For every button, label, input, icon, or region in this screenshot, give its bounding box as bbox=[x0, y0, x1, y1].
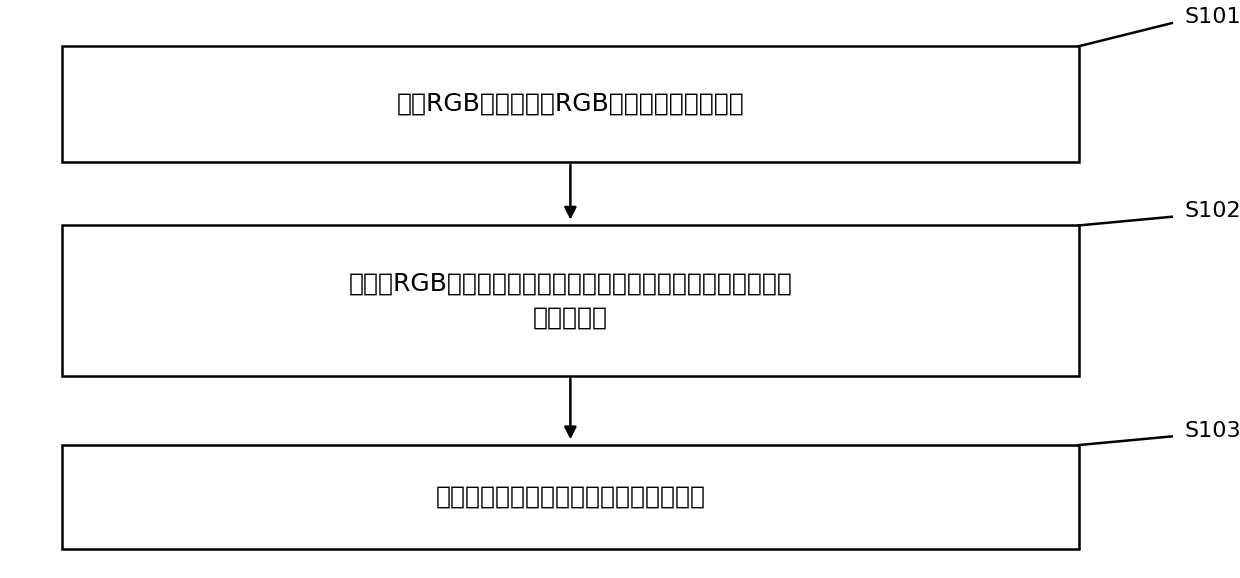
Text: S103: S103 bbox=[1184, 421, 1240, 440]
Bar bbox=[62, 46, 1079, 162]
Text: 对所述人脸信息进行处理，生成人脸模型: 对所述人脸信息进行处理，生成人脸模型 bbox=[435, 485, 706, 509]
Bar bbox=[62, 225, 1079, 376]
Bar bbox=[62, 445, 1079, 549]
Text: S102: S102 bbox=[1184, 201, 1240, 221]
Text: 对所述RGB图像和所述深度图像对齐后的图像进行人脸检测，确: 对所述RGB图像和所述深度图像对齐后的图像进行人脸检测，确 bbox=[348, 271, 792, 295]
Text: 定人脸信息: 定人脸信息 bbox=[533, 306, 608, 330]
Text: 获取RGB图像与所述RGB图像对应的深度图像: 获取RGB图像与所述RGB图像对应的深度图像 bbox=[397, 92, 744, 116]
Text: S101: S101 bbox=[1184, 8, 1240, 27]
